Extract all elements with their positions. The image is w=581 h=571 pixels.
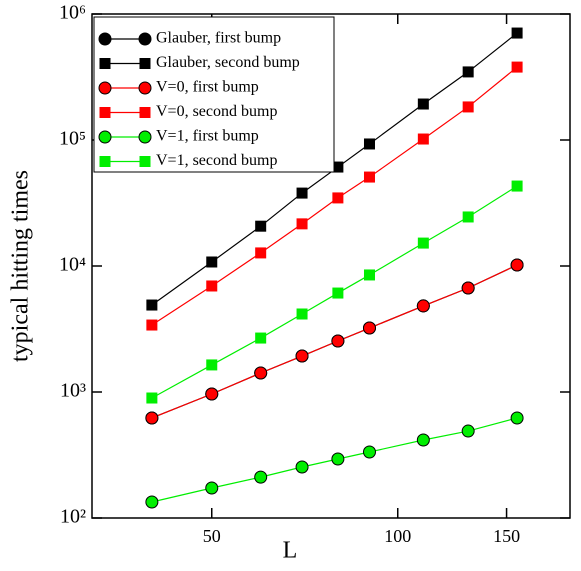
legend-marker xyxy=(99,58,111,69)
marker xyxy=(462,211,474,223)
marker xyxy=(510,258,524,272)
marker xyxy=(206,280,218,292)
legend-marker xyxy=(139,107,151,118)
y-axis-label: typical hitting times xyxy=(8,170,34,362)
legend-marker xyxy=(99,156,111,167)
x-tick-label: 150 xyxy=(493,526,520,546)
y-tick-label: 10⁵ xyxy=(59,128,86,150)
legend-marker xyxy=(138,32,152,46)
marker xyxy=(461,424,475,438)
marker xyxy=(255,247,267,259)
marker xyxy=(462,66,474,78)
marker xyxy=(296,308,308,320)
marker xyxy=(205,387,219,401)
marker xyxy=(331,334,345,348)
y-tick-label: 10³ xyxy=(60,380,86,402)
marker xyxy=(510,411,524,425)
y-tick-label: 10² xyxy=(60,506,86,528)
legend-label: V=1, second bump xyxy=(156,152,277,169)
marker xyxy=(255,220,267,232)
marker xyxy=(511,27,523,39)
marker xyxy=(295,349,309,363)
marker xyxy=(332,192,344,204)
legend-marker xyxy=(99,107,111,118)
legend-marker xyxy=(98,130,112,144)
marker xyxy=(206,256,218,268)
legend-label: Glauber, first bump xyxy=(156,30,281,47)
marker xyxy=(363,171,375,183)
legend-marker xyxy=(138,130,152,144)
marker xyxy=(416,299,430,313)
y-tick-label: 10⁶ xyxy=(59,2,86,24)
marker xyxy=(146,299,158,311)
marker xyxy=(331,452,345,466)
x-tick-label: 50 xyxy=(203,526,221,546)
marker xyxy=(417,133,429,145)
x-tick-label: 100 xyxy=(384,526,411,546)
legend-label: Glauber, second bump xyxy=(156,54,300,71)
marker xyxy=(462,101,474,113)
legend-label: V=1, first bump xyxy=(156,128,259,145)
marker xyxy=(417,237,429,249)
x-axis-label: L xyxy=(283,538,298,564)
marker xyxy=(461,281,475,295)
marker xyxy=(206,359,218,371)
legend-marker xyxy=(138,81,152,95)
marker xyxy=(146,319,158,331)
legend-marker xyxy=(98,32,112,46)
y-tick-label: 10⁴ xyxy=(59,254,86,276)
legend-label: V=0, first bump xyxy=(156,79,259,96)
legend-marker xyxy=(139,156,151,167)
legend-label: V=0, second bump xyxy=(156,103,277,120)
marker xyxy=(296,187,308,199)
marker xyxy=(296,218,308,230)
marker xyxy=(254,366,268,380)
legend-box xyxy=(93,16,335,173)
marker xyxy=(295,460,309,474)
legend-marker xyxy=(98,81,112,95)
marker xyxy=(332,287,344,299)
marker xyxy=(255,332,267,344)
legend-marker xyxy=(139,58,151,69)
marker xyxy=(362,321,376,335)
legend: Glauber, first bump Glauber, second bump V… xyxy=(93,16,335,173)
marker xyxy=(363,269,375,281)
marker xyxy=(416,433,430,447)
marker xyxy=(146,392,158,404)
marker xyxy=(417,98,429,110)
marker xyxy=(362,445,376,459)
marker xyxy=(254,470,268,484)
marker xyxy=(511,61,523,73)
marker xyxy=(363,138,375,150)
marker xyxy=(205,481,219,495)
marker xyxy=(511,180,523,192)
marker xyxy=(332,161,344,173)
marker xyxy=(145,495,159,509)
marker xyxy=(145,411,159,425)
